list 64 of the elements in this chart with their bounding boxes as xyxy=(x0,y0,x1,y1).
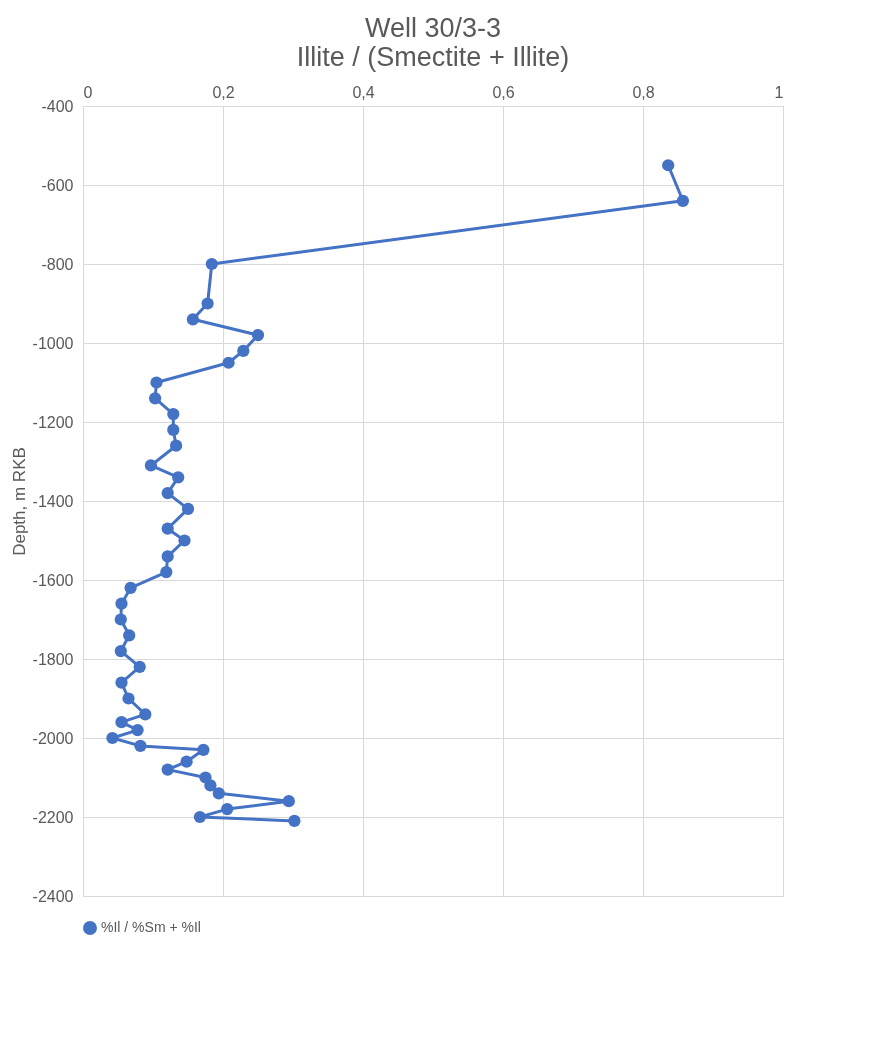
y-tick-label: -400 xyxy=(41,97,74,115)
point xyxy=(131,723,144,737)
y-tick-label: -2000 xyxy=(32,729,74,747)
legend-label: %Il / %Sm + %Il xyxy=(101,919,201,935)
y-axis-title: Depth, m RKB xyxy=(9,447,29,556)
point xyxy=(172,471,185,484)
y-tick-label: -1000 xyxy=(32,334,74,352)
point xyxy=(251,328,265,342)
point xyxy=(139,708,152,721)
text: Illite / (Smectite + Illite) xyxy=(296,42,570,72)
text: Well 30/3-3 xyxy=(364,13,502,43)
point xyxy=(115,716,128,729)
point xyxy=(115,676,128,689)
point xyxy=(144,459,158,472)
y-tick-label: -1600 xyxy=(32,571,74,589)
y-tick-label: -800 xyxy=(41,255,74,273)
point xyxy=(169,439,183,452)
point xyxy=(237,344,250,358)
point xyxy=(148,392,162,405)
point xyxy=(114,613,127,626)
point xyxy=(123,629,136,642)
x-tick-label: 1 xyxy=(774,83,784,101)
point xyxy=(122,692,135,705)
point xyxy=(124,581,137,595)
point xyxy=(197,743,210,756)
point xyxy=(178,534,191,547)
y-tick-label: -2200 xyxy=(32,808,74,826)
point xyxy=(201,297,214,310)
point xyxy=(204,779,217,792)
point xyxy=(181,502,195,516)
point xyxy=(662,159,675,172)
point xyxy=(161,522,174,535)
point xyxy=(180,755,193,768)
point xyxy=(205,257,218,271)
point xyxy=(161,550,174,563)
y-tick-label: -2400 xyxy=(32,887,74,905)
point xyxy=(193,810,207,824)
y-tick-label: -600 xyxy=(41,176,74,194)
point xyxy=(114,644,127,658)
point xyxy=(186,313,200,326)
point xyxy=(222,356,235,369)
point xyxy=(212,787,225,800)
point xyxy=(288,814,301,828)
point xyxy=(134,739,147,753)
point xyxy=(676,194,690,207)
point xyxy=(160,565,173,579)
x-tick-label: 0,8 xyxy=(632,83,655,101)
point xyxy=(167,423,180,437)
point xyxy=(115,597,128,610)
point xyxy=(221,802,234,816)
point xyxy=(282,795,295,808)
y-tick-label: -1200 xyxy=(32,413,74,431)
x-tick-label: 0,2 xyxy=(212,83,235,101)
point xyxy=(106,731,119,745)
y-tick-label: -1400 xyxy=(32,492,74,510)
point xyxy=(167,407,180,421)
x-tick-label: 0 xyxy=(83,83,93,101)
x-tick-label: 0,4 xyxy=(352,83,375,101)
point xyxy=(133,660,146,674)
point xyxy=(161,763,174,776)
point xyxy=(161,486,174,500)
y-tick-label: -1800 xyxy=(32,650,74,668)
x-tick-label: 0,6 xyxy=(492,83,515,101)
point xyxy=(150,376,163,389)
